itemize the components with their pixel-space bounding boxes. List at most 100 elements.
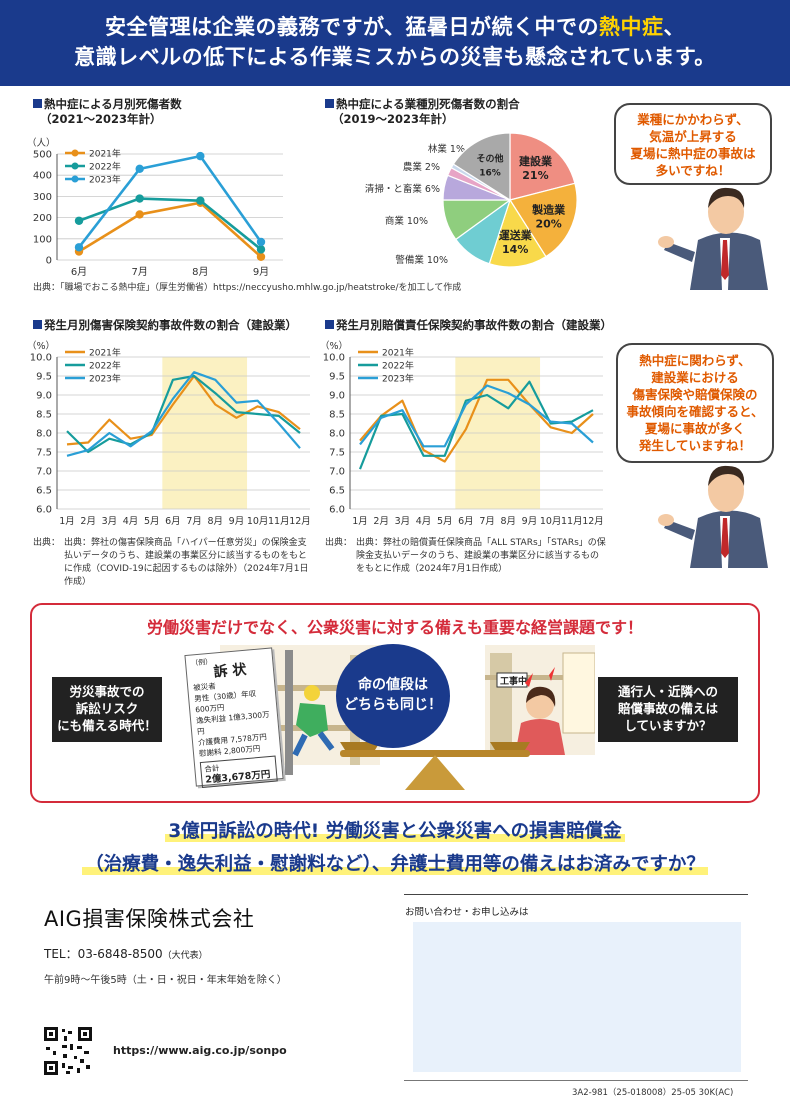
data-point xyxy=(135,210,144,219)
pie-value: 21% xyxy=(522,169,548,182)
pie-slice xyxy=(452,132,511,202)
y-tick-label: 100 xyxy=(33,234,52,245)
x-tick-label: 3月 xyxy=(395,516,411,527)
y-axis-unit: （%） xyxy=(27,340,55,352)
x-tick-label: 6月 xyxy=(458,516,474,527)
legend-item: 2021年 xyxy=(65,347,121,359)
pie-label: 林業 1% xyxy=(428,143,465,155)
y-tick-label: 7.0 xyxy=(36,467,52,478)
x-tick-label: 7月 xyxy=(479,516,495,527)
lawsuit-document: （例） 訴 状 被災者 男性（30歳）年収600万円 逸失利益 1億3,300万… xyxy=(184,647,284,789)
data-point xyxy=(196,196,205,205)
legend-label: 2023年 xyxy=(89,373,121,385)
x-tick-label: 8月 xyxy=(207,516,223,527)
balance-scale-illustration xyxy=(340,742,530,790)
x-tick-label: 11月 xyxy=(268,516,290,527)
y-tick-label: 9.5 xyxy=(36,372,52,383)
legend-item: 2021年 xyxy=(65,148,121,160)
legend-label: 2021年 xyxy=(382,347,414,359)
third-party-liability-label: 通行人・近隣への 賠償事故の備えは していますか？ xyxy=(598,677,738,742)
liability-section-title: 労働災害だけでなく、公衆災害に対する備えも重要な経営課題です！ xyxy=(146,618,643,637)
pie-label: 農業 2% xyxy=(403,161,440,173)
pie-value: 14% xyxy=(502,243,528,256)
legend-label: 2022年 xyxy=(382,360,414,372)
speech-bubble-1: 業種にかかわらず、 気温が上昇する 夏場に熱中症の事故は 多いですね！ xyxy=(614,103,772,185)
y-tick-label: 500 xyxy=(33,150,52,161)
legend-marker xyxy=(71,162,79,170)
legend-item: 2022年 xyxy=(65,360,121,372)
liability-section-box xyxy=(30,603,760,803)
legend-label: 2021年 xyxy=(89,148,121,160)
y-tick-label: 6.0 xyxy=(36,505,52,516)
chart1-subtitle: （2021～2023年計） xyxy=(40,112,162,126)
x-tick-label: 8月 xyxy=(192,266,208,278)
legend-marker xyxy=(71,149,79,157)
company-phone: TEL：03-6848-8500（大代表） xyxy=(44,947,208,961)
x-tick-label: 9月 xyxy=(229,516,245,527)
pie-label: 建設業 xyxy=(519,154,553,168)
chart2-subtitle: （2019～2023年計） xyxy=(332,112,454,126)
y-tick-label: 6.0 xyxy=(329,505,345,516)
header-line-1: 安全管理は企業の義務ですが、猛暑日が続く中での熱中症、 xyxy=(104,15,686,39)
x-tick-label: 11月 xyxy=(561,516,583,527)
y-tick-label: 10.0 xyxy=(30,353,52,364)
qr-code-icon[interactable] xyxy=(44,1027,92,1075)
series-line xyxy=(66,374,301,446)
y-axis-unit: （人） xyxy=(27,137,56,149)
businessman-illustration-1 xyxy=(658,187,768,290)
x-tick-label: 5月 xyxy=(144,516,160,527)
chart4-line-chart: （%） 6.0 6.5 7.0 7.5 8.0 8.5 9.0 9.5 10.0 1月 2月 3月 4月 5… xyxy=(320,340,604,527)
legend-item: 2023年 xyxy=(358,373,414,385)
header-banner: 安全管理は企業の義務ですが、猛暑日が続く中での熱中症、 意識レベルの低下による作… xyxy=(0,0,790,86)
legend-item: 2023年 xyxy=(65,174,121,186)
svg-text:工事中: 工事中 xyxy=(500,675,527,687)
x-tick-label: 12月 xyxy=(582,516,604,527)
y-tick-label: 8.5 xyxy=(36,410,52,421)
data-point xyxy=(256,245,266,254)
x-tick-label: 1月 xyxy=(59,516,75,527)
series-line xyxy=(78,197,262,251)
y-tick-label: 7.5 xyxy=(36,448,52,459)
speech-bubble-2: 熱中症に関わらず、 建設業における 傷害保険や賠償保険の 事故傾向を確認すると、 夏場に… xyxy=(616,343,774,463)
pie-value: 16% xyxy=(479,169,501,179)
y-tick-label: 8.5 xyxy=(329,410,345,421)
company-url[interactable]: https://www.aig.co.jp/sonpo xyxy=(113,1044,287,1057)
y-tick-label: 0 xyxy=(46,256,52,267)
pie-value: 20% xyxy=(535,217,561,230)
y-tick-label: 10.0 xyxy=(323,353,345,364)
x-tick-label: 2月 xyxy=(373,516,389,527)
y-tick-label: 9.0 xyxy=(36,391,52,402)
x-tick-label: 6月 xyxy=(71,266,87,278)
x-tick-label: 8月 xyxy=(500,516,516,527)
legend-label: 2022年 xyxy=(89,161,121,173)
pie-slice xyxy=(509,132,576,201)
legend-item: 2023年 xyxy=(65,373,121,385)
x-tick-label: 9月 xyxy=(253,266,269,278)
chart1-source: 出典：「職場でおこる熱中症」（厚生労働省）https://neccyusho.m… xyxy=(33,283,462,293)
legend-item: 2021年 xyxy=(358,347,414,359)
legend-item: 2022年 xyxy=(358,360,414,372)
pie-label: その他 xyxy=(476,153,503,165)
series-line xyxy=(66,374,301,454)
chart4-title: 発生月別賠償責任保険契約事故件数の割合（建設業） xyxy=(325,318,612,333)
legend-label: 2023年 xyxy=(382,373,414,385)
pie-label: 清掃・と畜業 6% xyxy=(365,183,440,195)
lawsuit-risk-label: 労災事故での 訴訟リスク にも備える時代！ xyxy=(52,677,162,742)
pedestrian-accident-illustration: 工事中 xyxy=(485,645,595,755)
data-point xyxy=(74,243,84,252)
footer-divider xyxy=(404,1080,748,1081)
y-tick-label: 7.0 xyxy=(329,467,345,478)
y-tick-label: 400 xyxy=(33,171,52,182)
x-tick-label: 7月 xyxy=(186,516,202,527)
header-highlight: 熱中症 xyxy=(599,15,664,39)
x-tick-label: 3月 xyxy=(102,516,118,527)
y-tick-label: 8.0 xyxy=(329,429,345,440)
chart3-line-chart: （%） 6.0 6.5 7.0 7.5 8.0 8.5 9.0 9.5 10.0 1月 2月 3月 4月 5… xyxy=(27,340,311,527)
data-point xyxy=(256,252,266,262)
chart1-title: 熱中症による月別死傷者数 xyxy=(33,97,182,112)
x-tick-label: 4月 xyxy=(416,516,432,527)
data-point xyxy=(256,237,266,247)
